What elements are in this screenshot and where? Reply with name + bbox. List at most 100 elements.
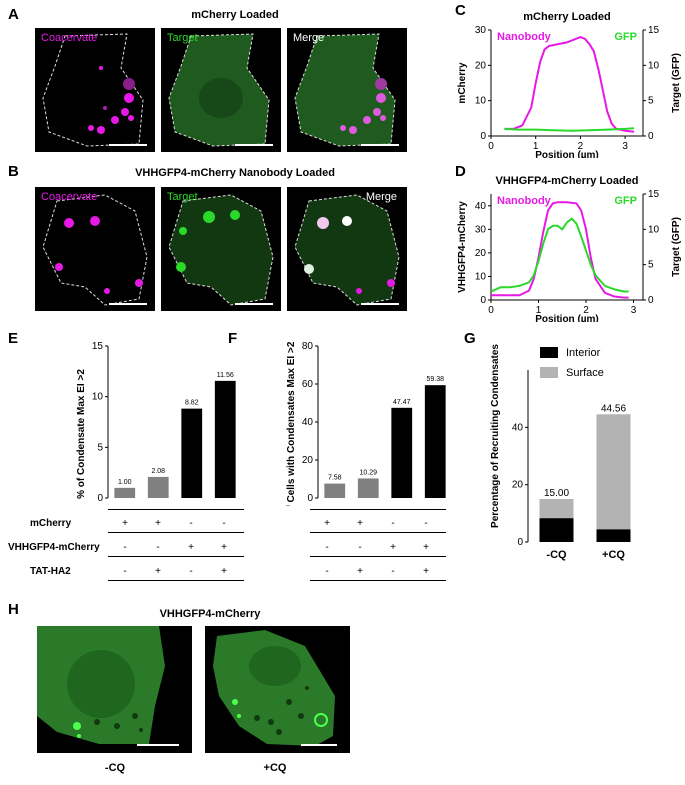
cell: -	[325, 566, 329, 577]
y-tick-label: 10	[92, 392, 104, 403]
panel-b-coacervate-image: Coacervate	[35, 187, 155, 311]
x-category-label: +CQ	[602, 549, 625, 561]
cell: -	[189, 518, 193, 529]
y-axis-label: mCherry	[457, 62, 468, 104]
x-axis-label: Position (µm)	[535, 314, 599, 322]
bar-total-label: 44.56	[601, 403, 626, 414]
h-right-label: +CQ	[263, 762, 287, 774]
table-gridline	[108, 532, 244, 533]
coacervate-label: Coacervate	[41, 32, 98, 44]
cell: -	[325, 542, 329, 553]
chart-title: mCherry Loaded	[523, 11, 610, 23]
panel-h-left-image	[37, 626, 192, 753]
legend-gfp: GFP	[614, 31, 637, 43]
y-tick-label: 20	[512, 480, 524, 491]
bar-value-label: 1.00	[118, 479, 132, 486]
cell: +	[390, 542, 396, 553]
table-gridline	[310, 580, 446, 581]
y2-tick-label: 5	[648, 96, 654, 107]
y-tick-label: 5	[97, 442, 103, 453]
target-label: Target	[167, 32, 198, 44]
panel-label-h: H	[8, 601, 19, 618]
cell: -	[222, 518, 226, 529]
bar	[114, 487, 136, 498]
y2-tick-label: 10	[648, 224, 660, 235]
x-category-label: -CQ	[546, 549, 567, 561]
y2-tick-label: 0	[648, 295, 654, 306]
panel-a-coacervate-image: Coacervate	[35, 28, 155, 152]
legend-nanobody: Nanobody	[497, 195, 552, 207]
bar-value-label: 8.82	[185, 400, 199, 407]
bar-value-label: 11.56	[217, 372, 234, 379]
x-tick-label: 2	[583, 305, 589, 316]
y-tick-label: 60	[302, 379, 314, 390]
y-tick-label: 20	[475, 60, 487, 71]
legend-interior: Interior	[566, 347, 601, 359]
y-tick-label: 0	[97, 493, 103, 504]
panel-label-e: E	[8, 330, 19, 347]
cell: +	[155, 518, 161, 529]
bar-value-label: 10.29	[359, 469, 377, 476]
bar-segment-interior	[596, 529, 631, 542]
bar	[357, 478, 379, 498]
cell: -	[123, 542, 127, 553]
panel-b-merge-image: Merge	[287, 187, 407, 311]
panel-label-g: G	[464, 330, 476, 347]
panel-label-b: B	[8, 163, 19, 180]
y-tick-label: 10	[475, 96, 487, 107]
y2-tick-label: 15	[648, 189, 660, 200]
cell: +	[188, 542, 194, 553]
y-tick-label: 30	[475, 25, 487, 36]
x-tick-label: 2	[578, 141, 584, 152]
series-line-gfp	[504, 127, 635, 132]
x-tick-label: 1	[533, 141, 539, 152]
y-axis-label: % of Cells with Condensates Max EI >2	[286, 341, 297, 506]
bar-segment-surface	[539, 499, 574, 519]
y2-axis-label: Target (GFP)	[671, 53, 682, 113]
merge-label: Merge	[293, 32, 325, 44]
merge-label: Merge	[365, 191, 397, 203]
y2-axis-label: Target (GFP)	[671, 217, 682, 277]
table-f-divider	[310, 509, 446, 510]
cell: +	[357, 518, 363, 529]
y-tick-label: 30	[475, 224, 487, 235]
table-gridline	[108, 580, 244, 581]
legend-surface: Surface	[566, 367, 604, 379]
bar-value-label: 59.38	[426, 376, 444, 383]
cell: -	[358, 542, 362, 553]
table-gridline	[310, 532, 446, 533]
legend-nanobody: Nanobody	[497, 31, 552, 43]
y2-tick-label: 10	[648, 60, 660, 71]
cell: +	[423, 542, 429, 553]
bar	[147, 476, 169, 498]
cell: +	[122, 518, 128, 529]
y-tick-label: 0	[480, 295, 486, 306]
bar	[391, 407, 413, 498]
panel-label-c: C	[455, 2, 466, 19]
y-tick-label: 20	[302, 455, 314, 466]
x-tick-label: 0	[488, 305, 494, 316]
x-tick-label: 3	[631, 305, 637, 316]
chart-c: mCherry Loaded 0 10 20 30 0 5 10 15 0 1 2 3 Position …	[457, 11, 682, 158]
panel-a-target-image: Target	[161, 28, 281, 152]
series-line-nanobody	[504, 36, 635, 133]
cell: +	[357, 566, 363, 577]
y2-tick-label: 5	[648, 260, 654, 271]
series-line-gfp	[490, 217, 629, 293]
y-tick-label: 40	[475, 201, 487, 212]
panel-b-target-image: Target	[161, 187, 281, 311]
scale-bar	[109, 144, 147, 146]
x-axis-label: Position (µm)	[535, 150, 599, 158]
chart-d: VHHGFP4-mCherry Loaded 0 10 20 30 40 0 5 10 15 0 1 2…	[457, 175, 682, 322]
y-tick-label: 10	[475, 271, 487, 282]
y-tick-label: 15	[92, 341, 104, 352]
scale-bar	[109, 303, 147, 305]
panel-h-title: VHHGFP4-mCherry	[159, 608, 261, 620]
scale-bar	[361, 303, 399, 305]
legend-swatch-surface	[540, 367, 558, 378]
cell: -	[391, 566, 395, 577]
y2-tick-label: 15	[648, 25, 660, 36]
bar-segment-interior	[539, 518, 574, 542]
row-label-vhh: VHHGFP4-mCherry	[8, 542, 100, 553]
panel-a-merge-image: Merge	[287, 28, 407, 152]
